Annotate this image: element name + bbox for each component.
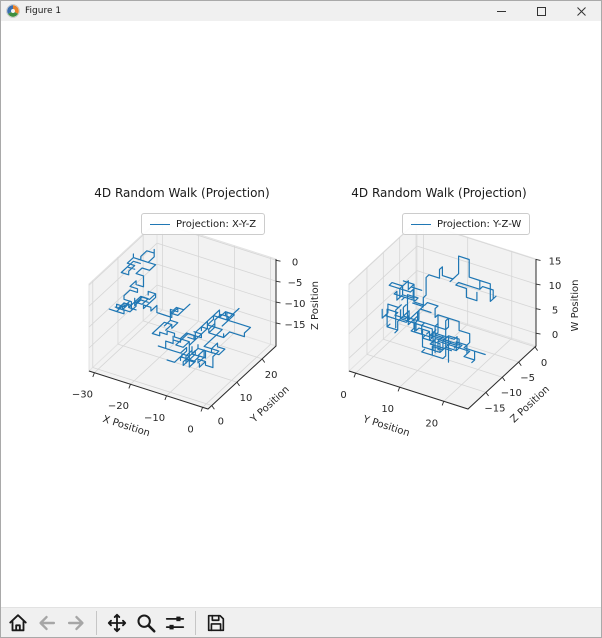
svg-text:−5: −5: [288, 278, 303, 289]
svg-text:10: 10: [549, 281, 562, 292]
maximize-button[interactable]: [521, 1, 561, 21]
title-bar[interactable]: Figure 1: [1, 1, 601, 21]
svg-text:−30: −30: [72, 390, 93, 401]
svg-text:10: 10: [240, 393, 253, 404]
matplotlib-logo-icon: [6, 4, 20, 18]
svg-text:0: 0: [340, 390, 346, 401]
svg-text:−20: −20: [108, 401, 129, 412]
svg-text:0: 0: [541, 358, 547, 369]
close-button[interactable]: [561, 1, 601, 21]
plot-title-left: 4D Random Walk (Projection): [94, 186, 270, 200]
back-button[interactable]: [34, 610, 60, 636]
svg-text:Y Position: Y Position: [361, 414, 411, 439]
svg-text:5: 5: [552, 306, 558, 317]
legend-label-right: Projection: Y-Z-W: [437, 218, 522, 230]
svg-text:0: 0: [187, 424, 193, 435]
svg-text:10: 10: [381, 404, 394, 415]
svg-text:−10: −10: [144, 413, 165, 424]
window-controls: [481, 1, 601, 21]
window-title: Figure 1: [25, 6, 62, 16]
svg-text:15: 15: [549, 256, 562, 267]
legend-line-sample: [411, 223, 431, 225]
plot-title-right: 4D Random Walk (Projection): [351, 186, 527, 200]
zoom-button[interactable]: [133, 610, 159, 636]
svg-text:Y Position: Y Position: [248, 384, 292, 426]
svg-text:−15: −15: [284, 320, 305, 331]
configure-subplots-button[interactable]: [162, 610, 188, 636]
svg-text:−10: −10: [501, 388, 522, 399]
navigation-toolbar: [1, 607, 601, 637]
svg-text:−5: −5: [520, 373, 535, 384]
toolbar-separator: [96, 610, 97, 635]
home-button[interactable]: [5, 610, 31, 636]
svg-text:−10: −10: [284, 299, 305, 310]
figure-canvas[interactable]: −30 −20 −10 0 0 10 20 0 −5 −10 −15 X Position Y Posi…: [1, 21, 602, 609]
svg-text:−15: −15: [484, 403, 505, 414]
minimize-button[interactable]: [481, 1, 521, 21]
toolbar-separator: [195, 610, 196, 635]
pan-button[interactable]: [104, 610, 130, 636]
save-button[interactable]: [203, 610, 229, 636]
svg-text:0: 0: [552, 330, 558, 341]
legend-label-left: Projection: X-Y-Z: [176, 218, 257, 230]
legend-left: Projection: X-Y-Z: [141, 213, 266, 235]
svg-text:W Position: W Position: [570, 279, 581, 331]
svg-text:20: 20: [265, 370, 278, 381]
svg-text:20: 20: [425, 418, 438, 429]
legend-line-sample: [150, 223, 170, 225]
forward-button[interactable]: [63, 610, 89, 636]
legend-right: Projection: Y-Z-W: [402, 213, 531, 235]
svg-text:0: 0: [292, 257, 298, 268]
svg-text:Z Position: Z Position: [310, 281, 321, 330]
svg-text:0: 0: [218, 417, 224, 428]
